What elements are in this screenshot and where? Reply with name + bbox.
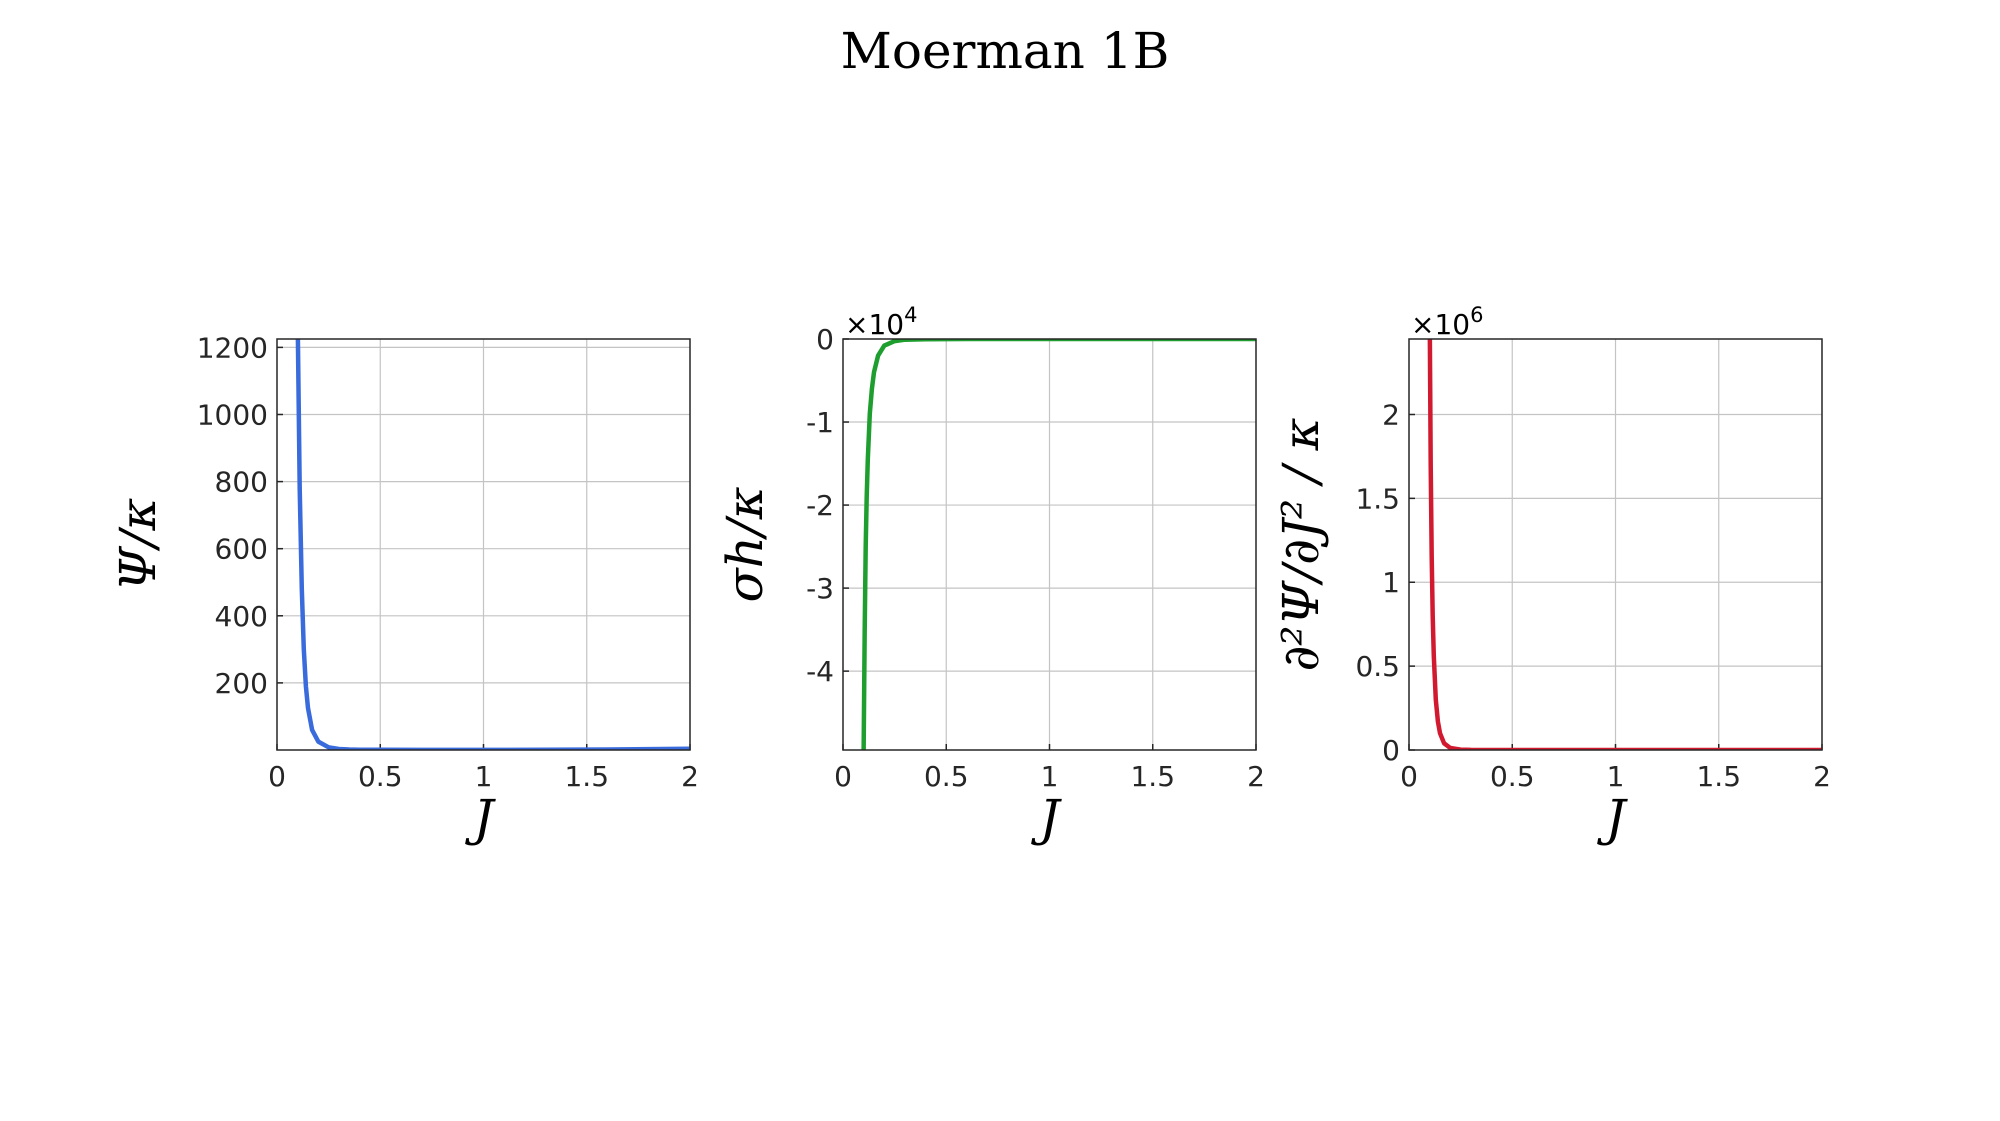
x-tick-label: 1 [1041,760,1059,793]
y-tick-label: 600 [215,533,268,566]
x-axis-label: J [1030,789,1062,847]
x-tick-label: 2 [681,760,699,793]
x-tick-label: 0 [268,760,286,793]
x-tick-label: 0 [834,760,852,793]
axes-frame [1408,338,1823,751]
x-tick-label: 0.5 [1490,760,1535,793]
panel-2: 0 0.5 1 1.5 2 0 -1 -2 -3 -4 ×104 Jσh/κ [716,303,1265,847]
y-tick-label: 1.5 [1355,482,1400,515]
x-tick-label: 0.5 [924,760,969,793]
series-line [1427,339,1822,750]
axes-frame [842,338,1257,751]
x-tick-label: 1 [1607,760,1625,793]
series-line [295,339,690,750]
y-tick-label: 0 [1382,734,1400,767]
y-tick-label: 2 [1382,398,1400,431]
x-tick-label: 1 [475,760,493,793]
y-axis-label: σh/κ [716,486,774,602]
x-tick-label: 2 [1813,760,1831,793]
x-tick-label: 2 [1247,760,1265,793]
y-tick-label: 800 [215,466,268,499]
x-axis-label: J [464,789,496,847]
x-tick-label: 0.5 [358,760,403,793]
y-tick-label: 200 [215,667,268,700]
axis-multiplier: ×106 [1411,303,1483,341]
y-tick-label: 0 [816,323,834,356]
y-tick-label: -3 [806,572,834,605]
y-axis-label: Ψ/κ [109,498,167,592]
series-line [861,339,1256,750]
axis-multiplier: ×104 [845,303,917,341]
panel-3: 0 0.5 1 1.5 2 0 0.5 1 1.5 2 ×106 J ∂²Ψ/∂J² / κ [1272,303,1831,847]
y-tick-label: 1200 [197,331,268,364]
y-tick-label: 400 [215,600,268,633]
x-axis-label: J [1596,789,1628,847]
x-tick-label: 1.5 [564,760,609,793]
figure-title: Moerman 1B [841,22,1170,80]
y-tick-label: 1 [1382,566,1400,599]
y-tick-label: -1 [806,406,834,439]
panel-1: 0 0.5 1 1.5 2 200 400 600 800 1000 1200 J Ψ/κ [109,331,699,847]
x-tick-label: 1.5 [1130,760,1175,793]
y-tick-label: -4 [806,655,834,688]
y-tick-label: 1000 [197,398,268,431]
y-tick-label: -2 [806,489,834,522]
y-tick-label: 0.5 [1355,650,1400,683]
axes-frame [276,338,691,751]
y-axis-label: ∂²Ψ/∂J² / κ [1272,417,1330,671]
x-tick-label: 1.5 [1696,760,1741,793]
x-tick-label: 0 [1400,760,1418,793]
